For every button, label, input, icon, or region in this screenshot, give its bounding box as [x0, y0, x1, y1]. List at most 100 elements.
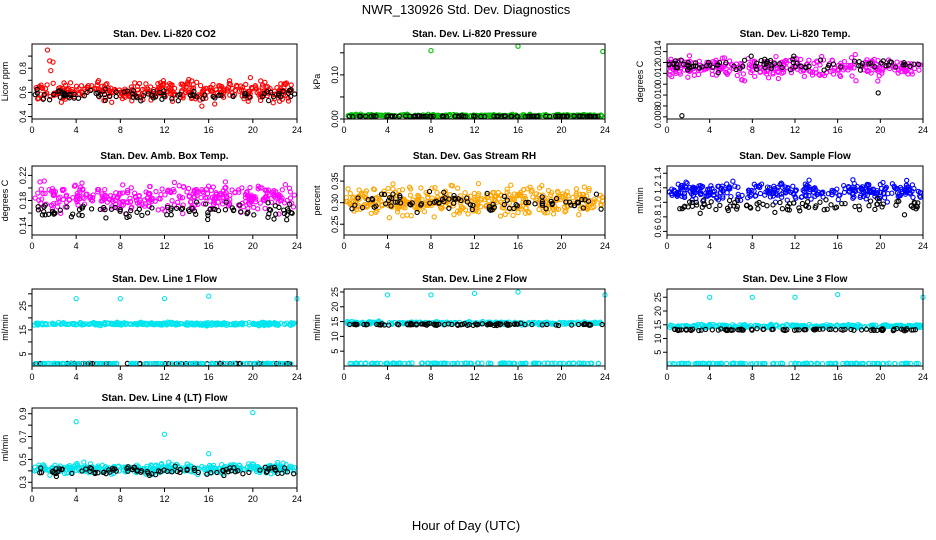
data-point — [79, 212, 85, 219]
data-point — [408, 213, 414, 219]
data-point — [715, 70, 721, 76]
data-point — [678, 327, 685, 333]
data-point — [702, 326, 709, 333]
data-point — [479, 321, 486, 327]
data-point — [35, 190, 41, 196]
series-1 — [666, 177, 924, 205]
data-point — [210, 184, 216, 190]
data-point — [155, 207, 161, 213]
data-point — [265, 187, 272, 193]
data-point — [581, 184, 587, 190]
data-point — [180, 92, 186, 98]
data-point — [250, 409, 256, 416]
data-point — [776, 61, 783, 67]
data-point — [232, 87, 238, 94]
data-point — [441, 189, 447, 195]
data-point — [246, 88, 252, 95]
data-point — [95, 90, 101, 96]
data-point — [171, 179, 178, 186]
data-point — [689, 199, 695, 206]
data-point — [593, 191, 600, 197]
data-point — [439, 204, 445, 211]
x-tick-label: 16 — [513, 125, 523, 135]
data-point — [700, 360, 706, 366]
y-axis-label: ml/min — [0, 435, 10, 462]
x-tick-label: 0 — [29, 372, 34, 382]
data-point — [207, 87, 214, 93]
x-tick-label: 4 — [385, 125, 390, 135]
data-point — [732, 183, 738, 189]
y-tick-label: 15 — [653, 320, 663, 330]
data-point — [749, 187, 755, 194]
x-tick-label: 0 — [664, 125, 669, 135]
data-point — [562, 209, 568, 215]
data-point — [821, 207, 827, 213]
data-point — [506, 205, 513, 212]
data-point — [427, 200, 433, 206]
x-tick-label: 20 — [248, 494, 258, 504]
x-tick-label: 4 — [707, 241, 712, 251]
data-point — [525, 199, 532, 206]
data-point — [668, 56, 674, 62]
data-point — [199, 322, 205, 328]
data-point — [806, 57, 812, 63]
data-point — [439, 113, 446, 119]
data-point — [793, 187, 799, 193]
data-point — [108, 206, 115, 212]
data-point — [586, 188, 592, 194]
data-point — [252, 464, 258, 470]
data-point — [237, 467, 244, 473]
data-point — [117, 206, 123, 213]
y-tick-label: 0.30 — [330, 194, 340, 212]
data-point — [288, 82, 294, 88]
data-point — [218, 461, 225, 468]
data-point — [779, 181, 785, 187]
y-tick-label: 25 — [330, 287, 340, 297]
x-tick-label: 16 — [204, 372, 214, 382]
data-point — [370, 186, 377, 192]
data-point — [151, 321, 158, 327]
data-point — [883, 63, 889, 69]
data-point — [802, 186, 808, 192]
data-point — [68, 465, 74, 471]
data-point — [287, 201, 293, 207]
data-point — [273, 211, 279, 217]
data-point — [757, 69, 763, 75]
x-tick-label: 8 — [118, 241, 123, 251]
x-tick-label: 12 — [469, 241, 479, 251]
data-point — [796, 327, 802, 333]
data-point — [397, 200, 404, 206]
data-point — [428, 47, 434, 54]
data-point — [683, 179, 689, 185]
data-point — [152, 471, 159, 478]
data-point — [755, 323, 761, 329]
data-point — [139, 86, 146, 93]
data-point — [105, 85, 111, 91]
series-1 — [32, 178, 297, 217]
data-point — [467, 193, 474, 199]
data-point — [748, 53, 754, 59]
y-axis-label: ml/min — [635, 187, 645, 214]
data-point — [851, 180, 857, 187]
series-2 — [349, 188, 604, 216]
data-point — [468, 198, 474, 205]
data-point — [157, 89, 163, 96]
data-point — [264, 320, 271, 326]
x-tick-label: 24 — [292, 494, 302, 504]
data-point — [571, 113, 577, 119]
data-point — [143, 81, 149, 87]
data-point — [266, 206, 273, 213]
data-point — [588, 360, 594, 366]
data-point — [134, 468, 140, 474]
data-point — [239, 185, 245, 191]
data-point — [101, 91, 108, 98]
data-point — [754, 325, 760, 332]
data-point — [60, 319, 67, 326]
data-point — [861, 67, 867, 73]
data-point — [497, 213, 504, 219]
data-point — [897, 192, 904, 199]
data-point — [476, 191, 482, 197]
data-point — [543, 206, 549, 212]
y-tick-label: 1.0 — [653, 196, 663, 209]
panel-title: Stan. Dev. Line 2 Flow — [422, 274, 527, 285]
